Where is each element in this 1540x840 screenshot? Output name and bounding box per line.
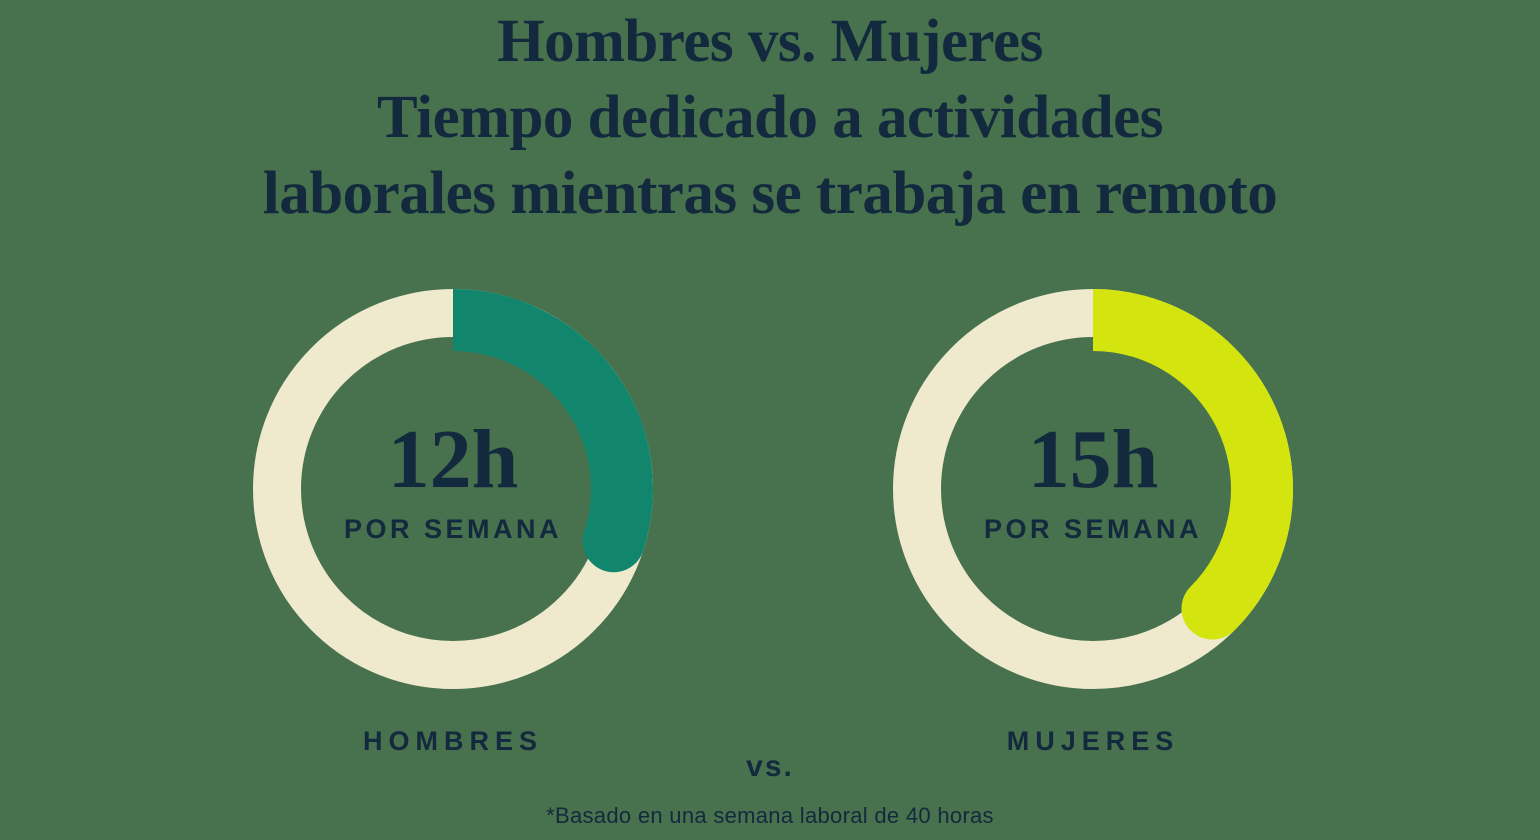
donut-chart-mujeres: 15h POR SEMANA MUJERES: [883, 279, 1303, 759]
charts-row: 12h POR SEMANA HOMBRES vs. 15h POR SEMAN…: [0, 279, 1540, 783]
donut-chart-hombres: 12h POR SEMANA HOMBRES: [243, 279, 663, 759]
donut-arc-endcap: [1181, 577, 1244, 640]
title-line-2: Tiempo dedicado a actividades: [377, 84, 1163, 151]
title-line-3: laborales mientras se trabaja en remoto: [262, 160, 1278, 227]
footnote: *Basado en una semana laboral de 40 hora…: [546, 803, 994, 828]
title-line-1: Hombres vs. Mujeres: [497, 8, 1043, 75]
donut-ring-hombres: [253, 289, 653, 689]
donut-arc: [1092, 289, 1293, 631]
vs-separator: vs.: [746, 750, 794, 783]
donut-arc: [452, 289, 653, 551]
page-title: Hombres vs. Mujeres Tiempo dedicado a ac…: [0, 4, 1540, 232]
group-label-mujeres: MUJERES: [1006, 726, 1180, 756]
donut-arc-endcap: [582, 510, 645, 573]
group-label-hombres: HOMBRES: [362, 726, 543, 756]
donut-ring-mujeres: [893, 289, 1293, 689]
